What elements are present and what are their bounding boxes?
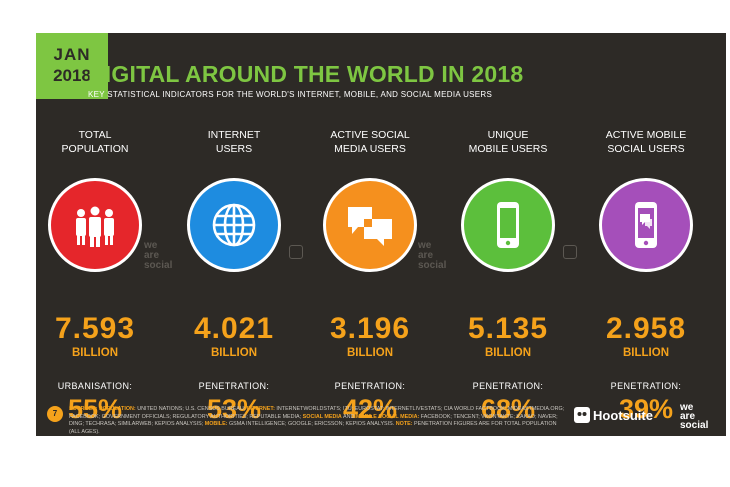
stat-label: UNIQUE MOBILE USERS (468, 129, 548, 155)
badge-month: JAN (53, 45, 91, 64)
metric-value: 53% (206, 394, 262, 424)
people-icon (48, 178, 142, 272)
owl-icon (289, 245, 303, 259)
metric-value: 68% (480, 394, 536, 424)
stat-label: TOTAL POPULATION (61, 129, 129, 155)
mobile-phone-icon (461, 178, 555, 272)
globe-icon (187, 178, 281, 272)
stat-unit: BILLION (347, 347, 393, 359)
sources-text: SOURCES: POPULATION: UNITED NATIONS; U.S… (69, 406, 565, 435)
stat-unit: BILLION (72, 347, 118, 359)
hootsuite-logo: Hootsuite (574, 407, 653, 423)
slide-title: DIGITAL AROUND THE WORLD IN 2018 (88, 61, 524, 87)
chat-bubbles-icon (323, 178, 417, 272)
metric-value: 55% (67, 394, 123, 424)
we-are-social-logo: we are social (680, 402, 709, 431)
stat-total-population: TOTAL POPULATION 7.593 BILLION URBANISAT… (36, 128, 159, 423)
metric-label: PENETRATION: (610, 381, 682, 391)
metric-label: PENETRATION: (198, 381, 270, 391)
stat-unique-mobile-users: UNIQUE MOBILE USERS 5.135 BILLION PENETR… (444, 128, 572, 423)
mobile-chat-icon (599, 178, 693, 272)
stat-unit: BILLION (623, 347, 669, 359)
stat-active-mobile-social-users: ACTIVE MOBILE SOCIAL USERS 2.958 BILLION… (582, 128, 710, 423)
stat-value: 5.135 (467, 312, 549, 345)
stat-value: 7.593 (54, 312, 136, 345)
date-badge: JAN 2018 (36, 33, 108, 99)
stat-value: 2.958 (605, 312, 687, 345)
we-are-social-watermark: we are social (418, 240, 447, 271)
badge-year: 2018 (53, 66, 91, 85)
stat-internet-users: INTERNET USERS 4.021 BILLION PENETRATION… (170, 128, 298, 423)
metric-value: 39% (618, 394, 674, 424)
metric-label: PENETRATION: (472, 381, 544, 391)
metric-label: URBANISATION: (57, 381, 133, 391)
owl-icon (574, 407, 590, 423)
owl-icon (563, 245, 577, 259)
hootsuite-wordmark: Hootsuite (593, 407, 653, 423)
metric-value: 42% (342, 394, 398, 424)
stat-label: ACTIVE MOBILE SOCIAL USERS (605, 129, 687, 155)
slide-subtitle: KEY STATISTICAL INDICATORS FOR THE WORLD… (88, 90, 493, 99)
stat-unit: BILLION (485, 347, 531, 359)
stat-value: 3.196 (329, 312, 411, 345)
page-number: 7 (47, 406, 63, 422)
metric-label: PENETRATION: (334, 381, 406, 391)
stat-label: ACTIVE SOCIAL MEDIA USERS (330, 129, 410, 155)
stat-value: 4.021 (193, 312, 275, 345)
we-are-social-watermark: we are social (144, 240, 173, 271)
stat-unit: BILLION (211, 347, 257, 359)
stat-active-social-media-users: ACTIVE SOCIAL MEDIA USERS 3.196 BILLION … (306, 128, 434, 423)
infographic-slide: JAN 2018 DIGITAL AROUND THE WORLD IN 201… (36, 33, 726, 436)
stat-label: INTERNET USERS (207, 129, 261, 155)
